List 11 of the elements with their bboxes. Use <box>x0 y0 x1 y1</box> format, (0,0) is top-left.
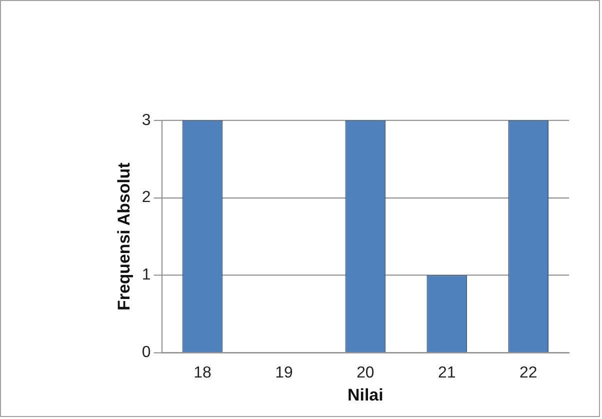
y-tick-label: 0 <box>142 344 151 362</box>
y-axis-title: Frequensi Absolut <box>114 162 134 310</box>
y-tick-label: 3 <box>142 112 151 129</box>
x-tick-label: 19 <box>275 364 293 382</box>
x-axis-title: Nilai <box>348 386 384 405</box>
y-tick-label: 2 <box>142 189 151 206</box>
x-tick-label: 18 <box>194 364 212 382</box>
x-tick-label: 21 <box>438 364 456 382</box>
x-tick-label: 22 <box>520 364 538 382</box>
y-tick-label: 1 <box>142 266 151 284</box>
x-tick-label: 20 <box>356 364 374 382</box>
